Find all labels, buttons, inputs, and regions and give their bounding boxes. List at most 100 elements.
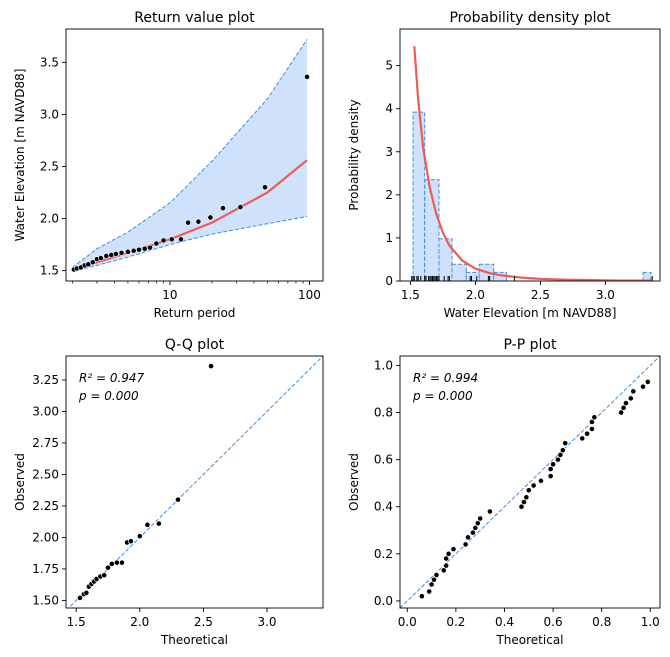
probability-density-title: Probability density plot	[449, 10, 611, 26]
pp-xtick-label: 0.2	[446, 615, 465, 629]
pp-point	[443, 562, 450, 569]
observed-point	[220, 205, 226, 212]
observed-point	[304, 74, 310, 80]
qq-point	[175, 496, 181, 503]
probability-density-ylabel: Probability density	[347, 99, 361, 210]
return-ytick-label: 2.5	[40, 159, 59, 173]
return-value-ylabel: Water Elevation [m NAVD88]	[13, 69, 27, 242]
pp-point	[474, 520, 481, 527]
qq-r2-annotation: R² = 0.947	[79, 371, 145, 385]
pp-point	[630, 388, 637, 395]
pp-point	[440, 567, 447, 574]
qq-ytick-label: 1.75	[32, 562, 59, 576]
pp-r2-annotation: R² = 0.994	[413, 371, 478, 385]
histogram-bar	[493, 271, 508, 281]
return-ytick-label: 3.0	[40, 107, 59, 121]
qq-point	[119, 559, 125, 566]
qq-xlabel: Theoretical	[160, 633, 228, 647]
pp-point	[620, 404, 627, 411]
pp-xtick-label: 0.0	[398, 615, 417, 629]
pp-point	[555, 456, 561, 463]
pp-point	[562, 440, 569, 447]
qq-point	[101, 572, 108, 579]
pp-ylabel: Observed	[347, 453, 361, 511]
qq-point	[136, 533, 143, 540]
qq-ytick-label: 2.50	[32, 467, 59, 481]
return-value-title: Return value plot	[134, 10, 255, 26]
pp-point	[579, 435, 586, 442]
pp-ytick-label: 1.0	[374, 358, 393, 372]
histogram-bar	[451, 263, 467, 281]
qq-point	[83, 589, 90, 596]
pp-point	[627, 395, 634, 402]
return-ytick-label: 3.5	[40, 55, 59, 69]
qq-ytick-label: 2.75	[32, 436, 59, 450]
pdf-ytick-label: 3	[385, 145, 393, 159]
observed-point	[136, 246, 142, 253]
observed-point	[168, 236, 175, 243]
pp-point	[618, 409, 625, 416]
pp-point	[623, 400, 629, 407]
pp-point	[640, 383, 646, 390]
pp-title: P-P plot	[504, 337, 557, 353]
pdf-xtick-label: 2.0	[466, 288, 485, 302]
return-axes-frame	[65, 28, 324, 282]
pp-point	[547, 466, 554, 472]
observed-point	[97, 255, 104, 261]
qq-ytick-label: 3.25	[32, 373, 59, 387]
qq-p-annotation: p = 0.000	[78, 389, 139, 403]
density-curve	[413, 46, 651, 281]
pp-point	[487, 508, 493, 515]
pp-point	[445, 550, 452, 557]
observed-point	[160, 237, 167, 244]
observed-point	[89, 259, 96, 266]
pp-point	[477, 515, 484, 522]
qq-point	[113, 559, 120, 566]
qq-xtick-label: 2.0	[130, 615, 149, 629]
confidence-band	[72, 39, 308, 272]
pp-point	[559, 447, 566, 454]
qq-ytick-label: 3.00	[32, 404, 59, 418]
qq-ytick-label: 2.25	[32, 499, 59, 513]
qq-xtick-label: 2.5	[194, 615, 213, 629]
pp-point	[591, 414, 598, 421]
pp-point	[418, 593, 425, 600]
observed-point	[147, 244, 153, 251]
pp-point	[550, 461, 556, 468]
observed-point	[153, 240, 160, 247]
qq-ytick-label: 1.50	[32, 593, 59, 607]
pp-xtick-label: 1.0	[641, 615, 660, 629]
pp-point	[644, 379, 651, 385]
pp-axes-frame	[399, 355, 661, 609]
pdf-ytick-label: 0	[385, 274, 393, 288]
pp-point	[521, 499, 527, 505]
pdf-ytick-label: 5	[385, 59, 393, 73]
pdf-ytick-label: 4	[385, 102, 393, 116]
ci-upper-line	[72, 39, 308, 268]
pp-xtick-label: 0.4	[495, 615, 514, 629]
qq-panel: 1.5 2.0 2.5 3.0 1.50 1.75 2.00 2.25 2.50 2.75 3.00…	[13, 337, 324, 647]
pp-point	[525, 487, 532, 494]
pp-point	[547, 473, 554, 480]
pp-point	[523, 494, 530, 501]
qq-point	[108, 561, 115, 567]
observed-point	[185, 219, 192, 226]
pp-point	[433, 572, 440, 578]
histogram-bar	[465, 271, 480, 281]
observed-point	[112, 251, 119, 257]
pp-point	[431, 576, 437, 583]
pp-point	[518, 503, 525, 510]
qq-ytick-label: 2.00	[32, 530, 59, 544]
observed-point	[237, 204, 244, 210]
pdf-axes-frame	[399, 28, 661, 282]
qq-ylabel: Observed	[13, 453, 27, 511]
observed-point	[141, 245, 148, 252]
observed-point	[130, 247, 137, 254]
pdf-xtick-label: 2.5	[531, 288, 550, 302]
pp-point	[557, 452, 564, 458]
qq-point	[105, 564, 111, 571]
return-ytick-label: 2.0	[40, 212, 59, 226]
return-value-panel: 10 100 1.5 2.0 2.5 3.0 3.5 Return value plot R…	[13, 10, 324, 320]
pp-point	[428, 581, 435, 588]
observed-point	[207, 214, 214, 221]
